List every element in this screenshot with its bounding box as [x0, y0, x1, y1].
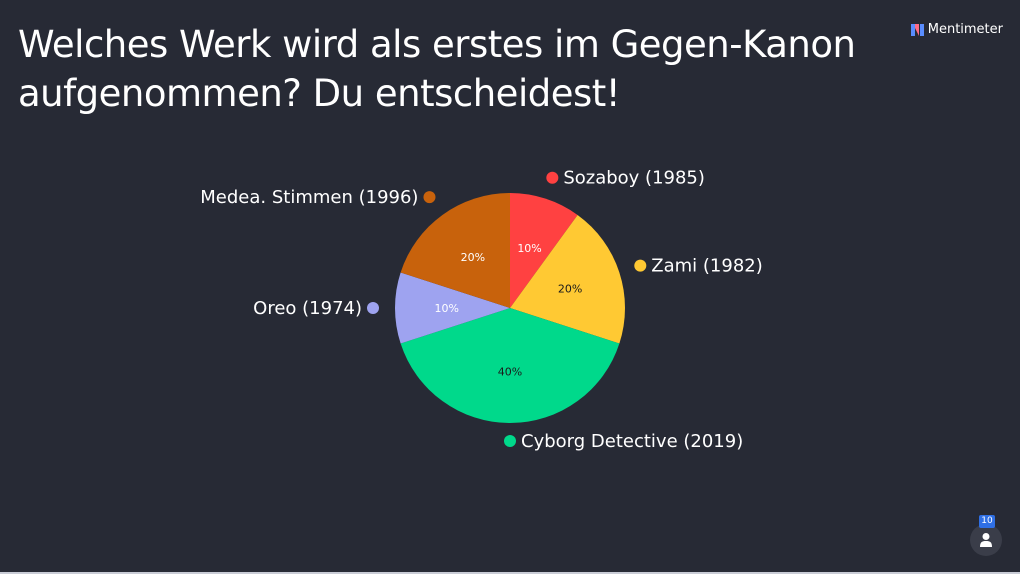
- pie-legend-sozaboy-1985: Sozaboy (1985): [546, 168, 705, 189]
- question-title: Welches Werk wird als erstes im Gegen-Ka…: [18, 23, 856, 115]
- pie-slice-medea-stimmen-1996: [400, 193, 510, 308]
- pie-percent-label-oreo-1974: 10%: [435, 302, 459, 315]
- pie-legend-medea-stimmen-1996: Medea. Stimmen (1996): [200, 187, 436, 208]
- pie-legend-zami-1982: Zami (1982): [634, 256, 763, 277]
- pie-slice-oreo-1974: [395, 272, 510, 344]
- legend-dot-sozaboy-1985: [546, 171, 559, 184]
- person-icon: [980, 533, 992, 547]
- legend-dot-cyborg-detective-2019: [504, 435, 516, 447]
- pie-slice-cyborg-detective-2019: [400, 308, 620, 423]
- legend-label-zami-1982: Zami (1982): [651, 256, 762, 277]
- legend-dot-medea-stimmen-1996: [423, 191, 436, 204]
- legend-dot-oreo-1974: [367, 302, 379, 314]
- legend-label-cyborg-detective-2019: Cyborg Detective (2019): [521, 431, 743, 452]
- mentimeter-brand[interactable]: Mentimeter: [910, 22, 1003, 37]
- pie-percent-label-cyborg-detective-2019: 40%: [498, 365, 522, 378]
- legend-dot-zami-1982: [634, 259, 647, 272]
- legend-label-oreo-1974: Oreo (1974): [253, 298, 362, 319]
- mentimeter-logo-icon: [910, 23, 924, 36]
- participants-button[interactable]: [970, 524, 1002, 556]
- pie-slice-sozaboy-1985: [510, 193, 578, 308]
- pie-percent-label-sozaboy-1985: 10%: [517, 242, 541, 255]
- pie-percent-label-medea-stimmen-1996: 20%: [461, 251, 485, 264]
- pie-legend-cyborg-detective-2019: Cyborg Detective (2019): [504, 431, 743, 452]
- participant-count-badge: 10: [979, 515, 995, 528]
- pie-percent-label-zami-1982: 20%: [558, 282, 582, 295]
- bottom-divider: [0, 572, 1020, 574]
- legend-label-medea-stimmen-1996: Medea. Stimmen (1996): [200, 187, 418, 208]
- pie-slice-zami-1982: [510, 214, 625, 344]
- pie-legend-oreo-1974: Oreo (1974): [253, 298, 379, 319]
- legend-label-sozaboy-1985: Sozaboy (1985): [563, 168, 705, 189]
- brand-name: Mentimeter: [927, 22, 1003, 37]
